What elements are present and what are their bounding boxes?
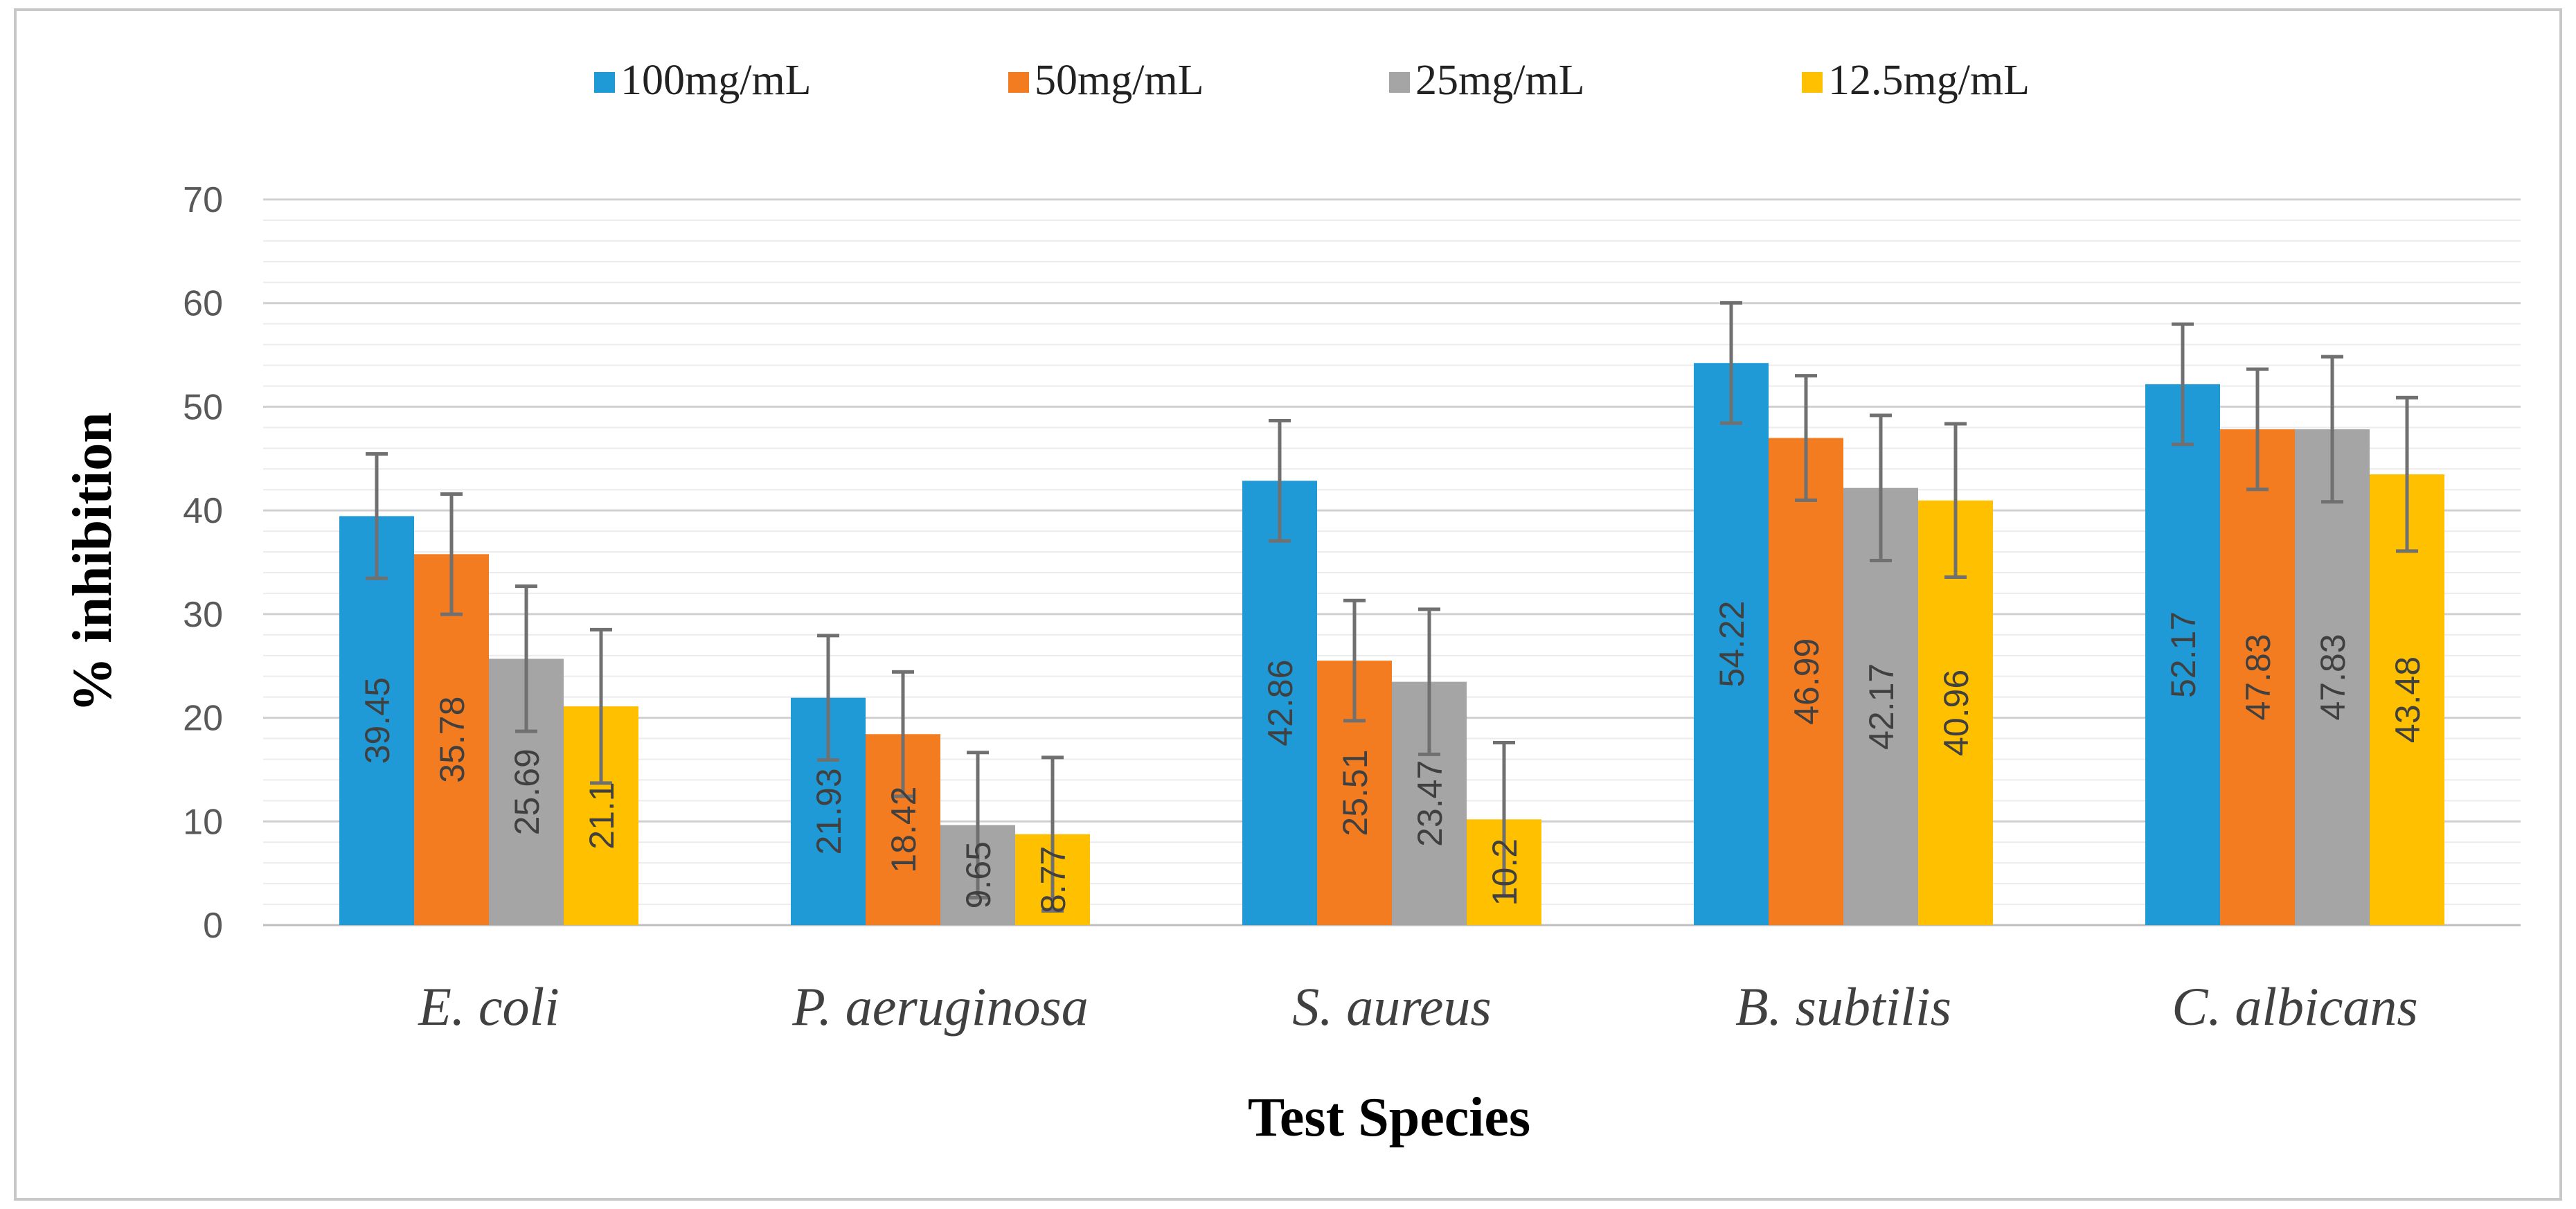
data-labels: 39.45 35.78 25.69 21.1 21.93 18.42 9.65 8.77 42.… bbox=[358, 601, 2427, 913]
legend-item: 12.5mg/mL bbox=[1802, 57, 2030, 104]
data-label: 47.83 bbox=[2314, 634, 2352, 720]
x-category-label: P. aeruginosa bbox=[791, 976, 1089, 1037]
legend-item: 50mg/mL bbox=[1008, 57, 1204, 104]
y-axis-title: % inhibition bbox=[62, 412, 123, 713]
y-tick-label: 70 bbox=[183, 180, 223, 220]
legend-swatch bbox=[1802, 72, 1823, 93]
data-label: 47.83 bbox=[2239, 634, 2278, 720]
y-tick-label: 30 bbox=[183, 595, 223, 635]
bar bbox=[2295, 429, 2370, 925]
y-tick-label: 0 bbox=[203, 906, 223, 946]
legend: 100mg/mL 50mg/mL 25mg/mL 12.5mg/mL bbox=[594, 57, 2030, 104]
data-label: 18.42 bbox=[884, 787, 923, 873]
legend-item: 25mg/mL bbox=[1389, 57, 1585, 104]
y-tick-label: 20 bbox=[183, 699, 223, 739]
y-tick-label: 40 bbox=[183, 491, 223, 531]
legend-swatch bbox=[1008, 72, 1029, 93]
bar bbox=[1694, 363, 1769, 925]
data-label: 39.45 bbox=[358, 677, 397, 764]
bar bbox=[1242, 481, 1317, 925]
data-label: 9.65 bbox=[959, 841, 998, 908]
x-category-label: E. coli bbox=[418, 976, 560, 1037]
bar bbox=[2220, 429, 2295, 925]
data-label: 8.77 bbox=[1034, 846, 1073, 913]
y-tick-label: 50 bbox=[183, 387, 223, 427]
data-label: 40.96 bbox=[1937, 670, 1976, 756]
legend-label: 100mg/mL bbox=[620, 57, 812, 104]
legend-label: 12.5mg/mL bbox=[1828, 57, 2030, 104]
data-label: 21.1 bbox=[582, 782, 621, 849]
x-category-label: S. aureus bbox=[1292, 976, 1491, 1037]
y-tick-label: 60 bbox=[183, 284, 223, 324]
x-axis-title: Test Species bbox=[1248, 1087, 1530, 1148]
data-label: 43.48 bbox=[2388, 656, 2427, 743]
data-label: 42.17 bbox=[1862, 663, 1901, 750]
data-label: 42.86 bbox=[1261, 660, 1300, 746]
data-label: 35.78 bbox=[433, 697, 472, 783]
x-axis-categories: E. coli P. aeruginosa S. aureus B. subtilis… bbox=[418, 976, 2417, 1037]
bar bbox=[1769, 438, 1843, 925]
legend-swatch bbox=[1389, 72, 1410, 93]
data-label: 52.17 bbox=[2164, 611, 2203, 698]
y-tick-label: 10 bbox=[183, 802, 223, 842]
legend-label: 25mg/mL bbox=[1415, 57, 1585, 104]
bar bbox=[339, 516, 414, 925]
legend-label: 50mg/mL bbox=[1035, 57, 1204, 104]
y-axis-ticks: 0 10 20 30 40 50 60 70 bbox=[183, 180, 223, 946]
x-category-label: C. albicans bbox=[2172, 976, 2417, 1037]
data-label: 10.2 bbox=[1485, 839, 1524, 906]
data-label: 25.51 bbox=[1336, 749, 1375, 836]
data-label: 46.99 bbox=[1787, 638, 1826, 725]
data-label: 25.69 bbox=[508, 749, 546, 835]
data-label: 54.22 bbox=[1712, 601, 1751, 688]
x-category-label: B. subtilis bbox=[1735, 976, 1951, 1037]
error-bars bbox=[366, 301, 2418, 913]
data-label: 21.93 bbox=[810, 768, 848, 854]
legend-swatch bbox=[594, 72, 615, 93]
bar bbox=[2145, 384, 2220, 925]
data-label: 23.47 bbox=[1411, 760, 1449, 847]
legend-item: 100mg/mL bbox=[594, 57, 812, 104]
